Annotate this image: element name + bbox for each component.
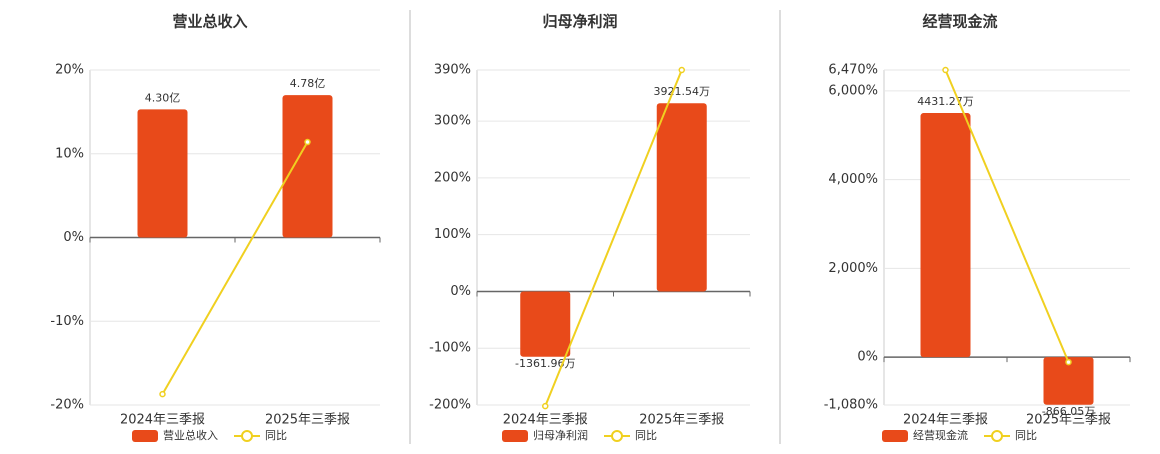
legend-swatch bbox=[882, 430, 908, 442]
legend-swatch bbox=[241, 430, 253, 442]
x-tick-label: 2025年三季报 bbox=[639, 413, 724, 428]
chart-title: 营业总收入 bbox=[172, 13, 247, 31]
bar bbox=[656, 103, 707, 292]
legend-label: 营业总收入 bbox=[163, 428, 218, 442]
x-tick-label: 2024年三季报 bbox=[503, 413, 588, 428]
bar bbox=[1043, 357, 1094, 405]
line bbox=[161, 141, 309, 395]
y-tick-label: 10% bbox=[55, 146, 84, 161]
legend-swatch bbox=[991, 430, 1003, 442]
legend-label: 归母净利润 bbox=[533, 428, 588, 442]
chart: 营业总收入 -20% -10% 0% 10% 20% 2024年三季报 2025年三季报 4.3… bbox=[50, 13, 381, 442]
y-tick-label: 20% bbox=[55, 63, 84, 78]
data-label: 4.78亿 bbox=[290, 77, 326, 90]
chart: 经营现金流 -1,080% 0% 2,000% 4,000% 6,000% 6,470% 20… bbox=[824, 13, 1131, 442]
data-label: 4.30亿 bbox=[145, 91, 181, 104]
data-label: 4431.27万 bbox=[917, 95, 974, 108]
y-tick-label: -10% bbox=[50, 314, 84, 329]
chart-title: 归母净利润 bbox=[542, 13, 617, 31]
y-tick-label: 0% bbox=[857, 350, 878, 365]
data-label: -866.05万 bbox=[1042, 405, 1095, 418]
legend-swatch bbox=[502, 430, 528, 442]
legend-label: 经营现金流 bbox=[913, 428, 968, 442]
line bbox=[544, 69, 683, 407]
bar bbox=[520, 291, 571, 357]
legend-swatch bbox=[611, 430, 623, 442]
legend-label: 同比 bbox=[1015, 429, 1037, 442]
y-tick-label: -1,080% bbox=[824, 398, 878, 413]
line-point bbox=[304, 138, 311, 146]
y-tick-label: 300% bbox=[434, 114, 471, 129]
line-point bbox=[1065, 358, 1072, 366]
y-tick-label: 2,000% bbox=[828, 261, 878, 276]
legend-label: 同比 bbox=[635, 429, 657, 442]
legend-label: 同比 bbox=[265, 429, 287, 442]
x-tick-label: 2024年三季报 bbox=[903, 413, 988, 428]
y-tick-label: -20% bbox=[50, 398, 84, 413]
y-tick-label: 6,000% bbox=[828, 83, 878, 98]
chart: 归母净利润 -200% -100% 0% 100% 200% 300% 390% 2024年三季… bbox=[429, 13, 751, 442]
bar bbox=[920, 113, 971, 358]
data-label: 3921.54万 bbox=[654, 85, 711, 98]
x-tick-label: 2025年三季报 bbox=[265, 413, 350, 428]
y-tick-label: 4,000% bbox=[828, 172, 878, 187]
y-tick-label: 0% bbox=[63, 230, 84, 245]
line bbox=[944, 69, 1070, 363]
line-point bbox=[159, 390, 166, 398]
bar bbox=[282, 95, 333, 238]
x-tick-label: 2025年三季报 bbox=[1026, 413, 1111, 428]
y-tick-label: 6,470% bbox=[828, 63, 878, 78]
y-tick-label: 0% bbox=[450, 284, 471, 299]
data-label: -1361.96万 bbox=[515, 357, 575, 370]
y-tick-label: 200% bbox=[434, 170, 471, 185]
line-point bbox=[678, 66, 685, 74]
y-tick-label: -200% bbox=[429, 398, 471, 413]
legend-swatch bbox=[132, 430, 158, 442]
bar bbox=[137, 109, 188, 238]
y-tick-label: -100% bbox=[429, 341, 471, 356]
line-point bbox=[542, 402, 549, 410]
line-point bbox=[942, 66, 949, 74]
y-tick-label: 100% bbox=[434, 227, 471, 242]
chart-title: 经营现金流 bbox=[922, 13, 997, 31]
x-tick-label: 2024年三季报 bbox=[120, 413, 205, 428]
y-tick-label: 390% bbox=[434, 63, 471, 78]
